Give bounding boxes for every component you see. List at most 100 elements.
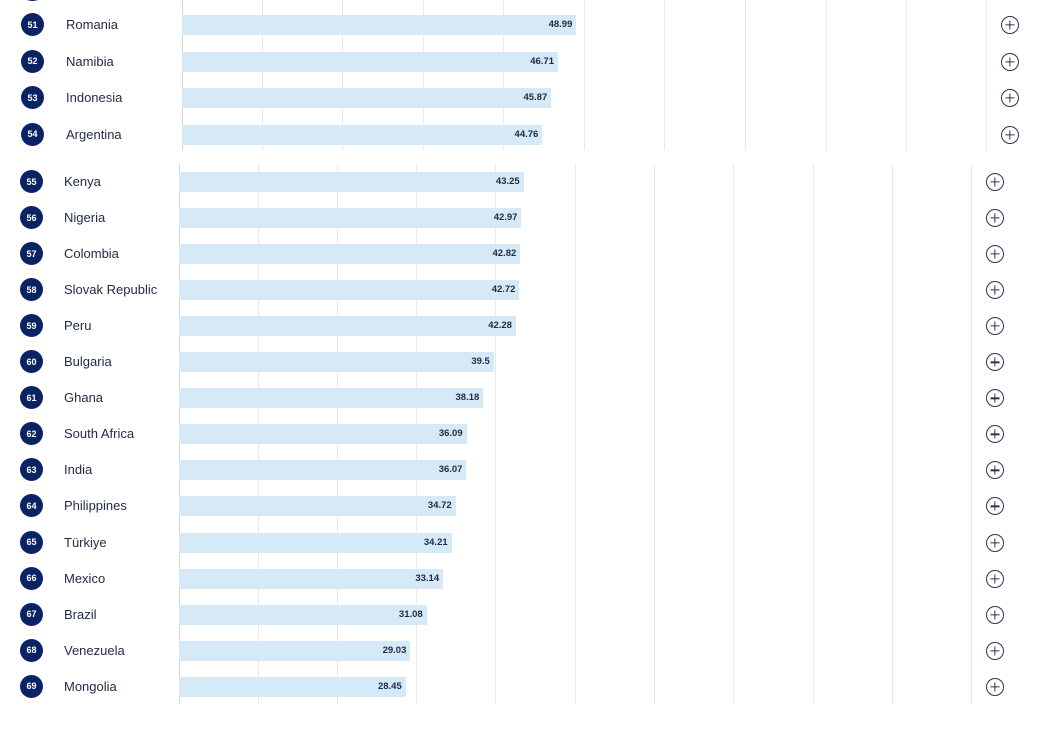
expand-row-plus-icon[interactable] bbox=[986, 425, 1004, 444]
country-label: Nigeria bbox=[64, 210, 106, 226]
score-value-label: 38.18 bbox=[455, 392, 480, 404]
expand-row-plus-icon[interactable] bbox=[986, 281, 1004, 300]
score-bar: 46.71 bbox=[182, 51, 558, 72]
grid-line bbox=[733, 164, 734, 704]
score-bar: 42.97 bbox=[179, 208, 522, 229]
score-value-label: 34.72 bbox=[427, 500, 452, 512]
score-value-label: 36.09 bbox=[438, 428, 463, 440]
expand-row-plus-icon[interactable] bbox=[986, 569, 1004, 588]
country-label: Kenya bbox=[64, 174, 101, 189]
rank-badge: 57 bbox=[20, 242, 43, 266]
grid-line bbox=[262, 0, 263, 150]
axis-line bbox=[182, 0, 183, 150]
score-bar: 44.76 bbox=[182, 124, 543, 145]
score-value-label: 42.82 bbox=[492, 248, 517, 260]
rank-badge: 62 bbox=[20, 422, 43, 446]
grid-line bbox=[495, 164, 496, 704]
grid-line bbox=[342, 0, 343, 150]
expand-row-plus-icon[interactable] bbox=[986, 353, 1004, 372]
expand-row-plus-icon[interactable] bbox=[1001, 125, 1019, 144]
score-value-label: 42.97 bbox=[493, 212, 518, 224]
score-bar: 34.72 bbox=[179, 496, 456, 517]
table-row: 61 Ghana 38.18 bbox=[0, 380, 1053, 416]
expand-row-plus-icon[interactable] bbox=[986, 677, 1004, 696]
score-value-label: 39.5 bbox=[471, 356, 490, 368]
score-bar: 36.07 bbox=[179, 460, 467, 481]
table-row: 62 South Africa 36.09 bbox=[0, 416, 1053, 452]
expand-row-plus-icon[interactable] bbox=[986, 641, 1004, 660]
score-bar: 42.82 bbox=[179, 244, 521, 265]
expand-row-plus-icon[interactable] bbox=[986, 461, 1004, 480]
score-bar: 42.28 bbox=[179, 316, 516, 337]
score-bar: 43.25 bbox=[179, 172, 524, 192]
score-bar: 38.18 bbox=[179, 388, 484, 409]
rank-badge: 64 bbox=[20, 494, 43, 518]
expand-row-plus-icon[interactable] bbox=[1001, 89, 1019, 107]
chart-section-1: 51 Romania 48.99 52 Namibia 46.71 53 Indonesia 4… bbox=[0, 0, 1053, 150]
country-label: Indonesia bbox=[66, 90, 123, 105]
rank-badge: 51 bbox=[21, 13, 44, 36]
expand-row-plus-icon[interactable] bbox=[986, 173, 1004, 191]
table-row: 58 Slovak Republic 42.72 bbox=[0, 272, 1053, 308]
expand-row-plus-icon[interactable] bbox=[986, 317, 1004, 336]
rank-badge: 55 bbox=[20, 170, 43, 193]
rank-badge: 63 bbox=[20, 458, 43, 482]
country-label: Slovak Republic bbox=[64, 282, 158, 298]
grid-line bbox=[575, 164, 576, 704]
expand-row-plus-icon[interactable] bbox=[986, 389, 1004, 408]
country-label: Mexico bbox=[64, 570, 106, 586]
table-row: 57 Colombia 42.82 bbox=[0, 236, 1053, 272]
country-label: Peru bbox=[64, 318, 92, 334]
table-row: 54 Argentina 44.76 bbox=[0, 117, 1053, 153]
grid-line bbox=[892, 164, 893, 704]
table-row: 59 Peru 42.28 bbox=[0, 308, 1053, 344]
table-row: 66 Mexico 33.14 bbox=[0, 561, 1053, 597]
score-value-label: 33.14 bbox=[415, 572, 440, 584]
score-value-label: 28.45 bbox=[377, 680, 402, 692]
country-label: Venezuela bbox=[64, 642, 125, 658]
rank-badge: 67 bbox=[20, 602, 43, 626]
expand-row-plus-icon[interactable] bbox=[986, 497, 1004, 516]
expand-row-plus-icon[interactable] bbox=[1001, 16, 1019, 34]
score-value-label: 43.25 bbox=[495, 176, 520, 187]
score-bar: 29.03 bbox=[179, 640, 411, 661]
country-label: Bulgaria bbox=[64, 354, 112, 370]
grid-line bbox=[423, 0, 424, 150]
score-value-label: 45.87 bbox=[523, 92, 548, 103]
score-bar: 39.5 bbox=[179, 352, 494, 373]
expand-row-plus-icon[interactable] bbox=[986, 533, 1004, 552]
score-bar: 48.99 bbox=[182, 15, 577, 35]
grid-line bbox=[826, 0, 827, 150]
country-label: India bbox=[64, 462, 93, 478]
rank-badge: 52 bbox=[21, 49, 44, 73]
score-value-label: 42.28 bbox=[488, 320, 512, 332]
table-row: 64 Philippines 34.72 bbox=[0, 488, 1053, 524]
expand-row-plus-icon[interactable] bbox=[986, 209, 1004, 228]
score-bar: 28.45 bbox=[179, 676, 406, 697]
grid-line bbox=[906, 0, 907, 150]
country-label: Colombia bbox=[64, 246, 119, 262]
country-label: Türkiye bbox=[64, 534, 107, 550]
grid-line bbox=[654, 164, 655, 704]
grid-line bbox=[664, 0, 665, 150]
table-row: 53 Indonesia 45.87 bbox=[0, 80, 1053, 116]
country-label: South Africa bbox=[64, 426, 135, 442]
score-bar: 42.72 bbox=[179, 280, 520, 301]
score-value-label: 44.76 bbox=[514, 128, 539, 140]
rank-badge: 53 bbox=[21, 86, 44, 109]
chart-section-2: 55 Kenya 43.25 56 Nigeria 42.97 57 Colombia 42.8… bbox=[0, 164, 1053, 704]
score-bar: 34.21 bbox=[179, 532, 452, 553]
score-bar: 33.14 bbox=[179, 568, 444, 589]
score-value-label: 36.07 bbox=[438, 464, 463, 476]
expand-row-plus-icon[interactable] bbox=[986, 605, 1004, 624]
expand-row-plus-icon[interactable] bbox=[986, 245, 1004, 264]
rank-badge: 61 bbox=[20, 386, 43, 410]
country-label: Argentina bbox=[66, 126, 122, 142]
expand-row-plus-icon[interactable] bbox=[1001, 52, 1019, 71]
score-bar: 31.08 bbox=[179, 604, 427, 625]
table-row: 55 Kenya 43.25 bbox=[0, 164, 1053, 200]
table-row: 69 Mongolia 28.45 bbox=[0, 669, 1053, 705]
country-label: Namibia bbox=[66, 53, 114, 69]
score-value-label: 46.71 bbox=[530, 55, 554, 67]
table-row: 63 India 36.07 bbox=[0, 452, 1053, 488]
